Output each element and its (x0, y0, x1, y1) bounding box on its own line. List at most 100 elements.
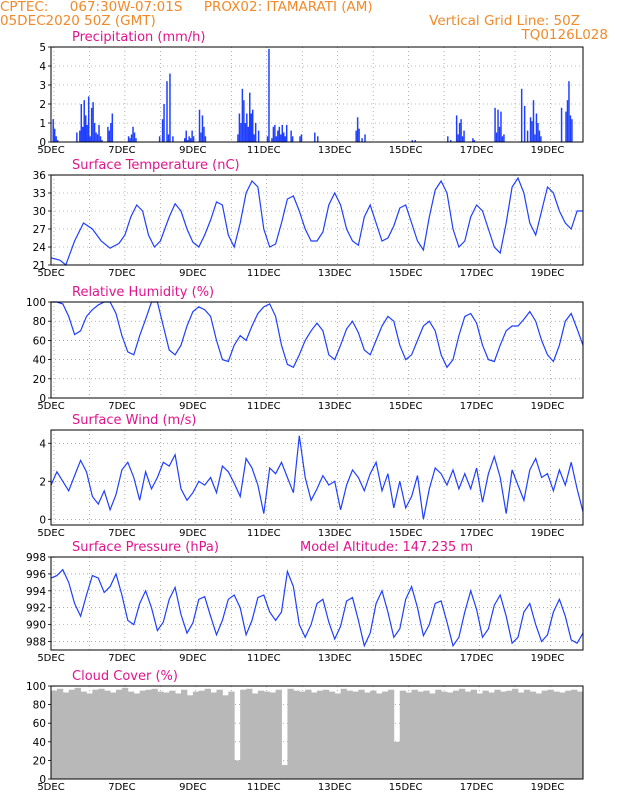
cloud-bar (346, 690, 353, 779)
precip-bar (495, 132, 498, 142)
cloud-bar (482, 690, 489, 779)
precip-bar (257, 130, 260, 142)
precip-bar (244, 123, 247, 142)
x-tick-label: 11DEC (247, 401, 281, 412)
cloud-bar (577, 691, 584, 779)
cloud-bar (470, 689, 477, 779)
precip-bar (184, 138, 186, 142)
panel-title: Surface Wind (m/s) (72, 413, 196, 428)
panel-title: Relative Humidity (%) (72, 285, 214, 300)
precip-bar (503, 134, 505, 142)
precip-bar (56, 140, 59, 142)
precip-bar (251, 109, 254, 142)
x-tick-label: 13DEC (318, 653, 352, 664)
precip-bar (531, 121, 533, 142)
precip-bar (80, 104, 83, 142)
cloud-bar (186, 695, 194, 779)
y-tick-label: 20 (33, 374, 46, 386)
cloud-bar (74, 687, 81, 779)
cloud-bar (523, 689, 531, 779)
x-tick-label: 9DEC (179, 782, 206, 793)
precip-bar (133, 132, 136, 142)
cloud-bar (317, 690, 324, 779)
precip-bar (250, 113, 252, 142)
precip-bar (249, 92, 251, 142)
precip-bar (300, 134, 303, 142)
precip-bar (247, 126, 250, 142)
cloud-bar (92, 689, 99, 779)
precip-bar (84, 115, 87, 142)
precip-bar (566, 100, 569, 142)
x-tick-label: 15DEC (389, 145, 423, 156)
header-code: TQ0126L028 (521, 27, 608, 43)
precip-bar (278, 126, 281, 142)
cloud-bar (251, 693, 259, 779)
precip-bar (472, 138, 474, 142)
precip-bar (529, 117, 532, 142)
panel-title: Surface Temperature (nC) (72, 158, 240, 173)
cloud-bar (535, 693, 543, 779)
x-tick-label: 17DEC (460, 268, 494, 279)
x-tick-label: 17DEC (460, 528, 494, 539)
precip-bar (101, 140, 103, 142)
x-tick-label: 19DEC (531, 782, 565, 793)
cloud-bar (429, 693, 436, 779)
panel-4: 0 2 4 5DEC 7DEC 9DEC 11DEC 13DEC 15DEC 17DEC 19DEC… (37, 413, 584, 539)
header-line1: CPTEC: 067:30W-07:01S PROX02: ITAMARATI … (0, 0, 373, 15)
precip-bar (540, 136, 542, 142)
y-tick-label: 21 (33, 260, 46, 272)
cloud-bar (423, 690, 430, 779)
panel-1: 0 1 2 3 4 5 5DEC 7DEC 9DEC 11DEC 13DEC 15DEC 17DEC 19… (37, 30, 584, 156)
cloud-bar (411, 689, 418, 779)
x-tick-label: 17DEC (460, 401, 494, 412)
precip-bar (281, 124, 284, 142)
precip-bar (314, 132, 316, 142)
x-tick-label: 13DEC (318, 528, 352, 539)
cloud-bar (163, 692, 170, 779)
y-tick-label: 994 (26, 586, 46, 598)
x-tick-label: 19DEC (531, 528, 565, 539)
cloud-bar (293, 690, 300, 779)
x-tick-label: 7DEC (108, 401, 135, 412)
cloud-bar (559, 692, 566, 779)
precip-bar (82, 126, 84, 142)
cloud-bar (458, 688, 466, 779)
y-tick-label: 80 (33, 700, 46, 712)
x-tick-label: 11DEC (247, 653, 281, 664)
precip-bar (52, 119, 54, 142)
precip-bar (55, 136, 57, 142)
x-tick-label: 7DEC (108, 145, 135, 156)
precip-bar (500, 111, 502, 142)
cloud-bar (56, 688, 64, 779)
y-tick-label: 996 (26, 569, 46, 581)
cloud-bar (370, 690, 377, 779)
precip-bar (185, 130, 187, 142)
cloud-bar (98, 688, 105, 779)
x-tick-label: 15DEC (389, 653, 423, 664)
cloud-bar (494, 689, 501, 779)
precip-bar (361, 138, 363, 142)
precip-bar (98, 124, 100, 142)
cloud-bar (116, 689, 123, 779)
x-tick-label: 7DEC (108, 528, 135, 539)
y-tick-label: 5 (39, 42, 46, 54)
precip-bar (290, 130, 292, 142)
cloud-bar (376, 693, 383, 779)
precip-bar (241, 88, 244, 142)
precip-bar (238, 113, 241, 142)
cloud-bar (68, 689, 76, 779)
y-tick-label: 30 (33, 206, 46, 218)
gridlines (51, 46, 583, 143)
precip-bar (127, 136, 130, 142)
cloud-bar (364, 692, 371, 779)
header-date: 05DEC2020 50Z (GMT) (0, 13, 156, 29)
precip-bar (253, 134, 255, 142)
precip-bar (161, 119, 164, 142)
precip-bar (111, 113, 114, 142)
precip-bar (473, 140, 476, 142)
cloud-bar (216, 689, 223, 779)
precip-bar (565, 111, 567, 142)
cloud-bar (328, 691, 336, 779)
cloud-bar (269, 692, 277, 779)
panel-frame (50, 429, 584, 526)
